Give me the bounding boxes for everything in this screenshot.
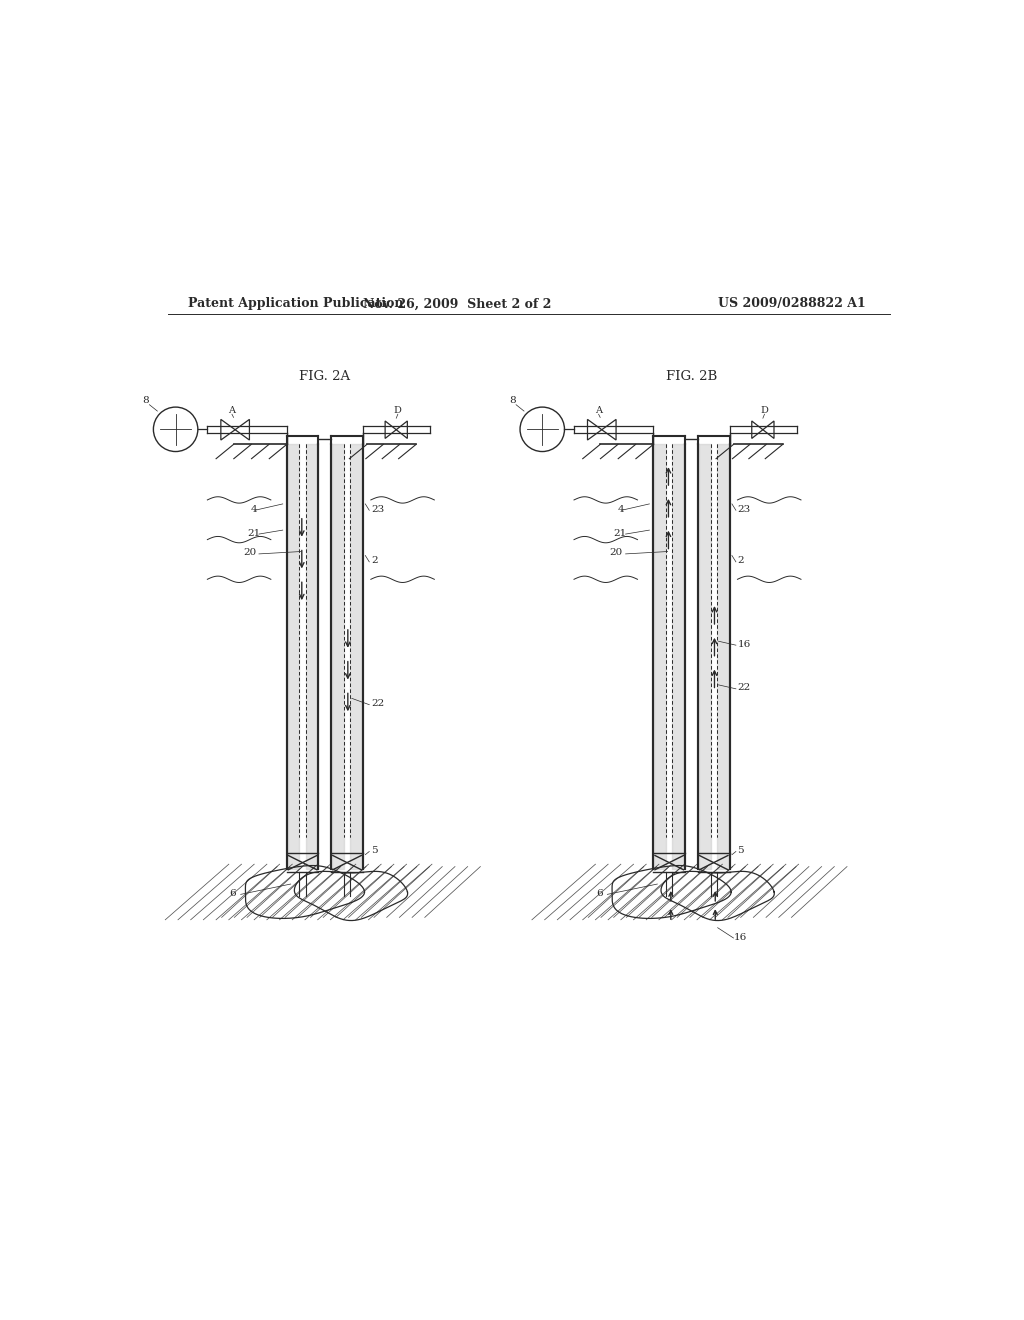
Text: 5: 5: [371, 846, 378, 855]
Polygon shape: [385, 421, 396, 438]
Text: 6: 6: [229, 888, 237, 898]
Polygon shape: [588, 420, 602, 440]
Text: 20: 20: [243, 549, 256, 557]
Text: 4: 4: [251, 504, 258, 513]
Text: 16: 16: [737, 640, 751, 648]
Text: 2: 2: [737, 557, 744, 565]
Text: Patent Application Publication: Patent Application Publication: [187, 297, 403, 310]
Text: 8: 8: [509, 396, 515, 405]
Text: FIG. 2A: FIG. 2A: [299, 371, 350, 383]
Text: 5: 5: [737, 846, 744, 855]
Text: A: A: [228, 405, 236, 414]
Text: 23: 23: [737, 504, 751, 513]
Polygon shape: [221, 420, 236, 440]
Text: 23: 23: [371, 504, 384, 513]
Polygon shape: [602, 420, 616, 440]
Text: 22: 22: [371, 700, 384, 709]
Text: 21: 21: [613, 528, 627, 537]
Text: FIG. 2B: FIG. 2B: [666, 371, 717, 383]
Text: 2: 2: [371, 557, 378, 565]
Text: A: A: [595, 405, 602, 414]
Text: 8: 8: [142, 396, 148, 405]
Text: 21: 21: [247, 528, 260, 537]
Text: 6: 6: [596, 888, 603, 898]
Text: Nov. 26, 2009  Sheet 2 of 2: Nov. 26, 2009 Sheet 2 of 2: [364, 297, 552, 310]
Text: US 2009/0288822 A1: US 2009/0288822 A1: [718, 297, 866, 310]
Text: D: D: [761, 405, 768, 414]
Polygon shape: [236, 420, 250, 440]
Text: 22: 22: [737, 684, 751, 693]
Text: 4: 4: [617, 504, 625, 513]
Text: D: D: [394, 405, 401, 414]
Polygon shape: [763, 421, 774, 438]
Text: 16: 16: [733, 933, 746, 941]
Polygon shape: [396, 421, 408, 438]
Text: 20: 20: [609, 549, 623, 557]
Polygon shape: [752, 421, 763, 438]
